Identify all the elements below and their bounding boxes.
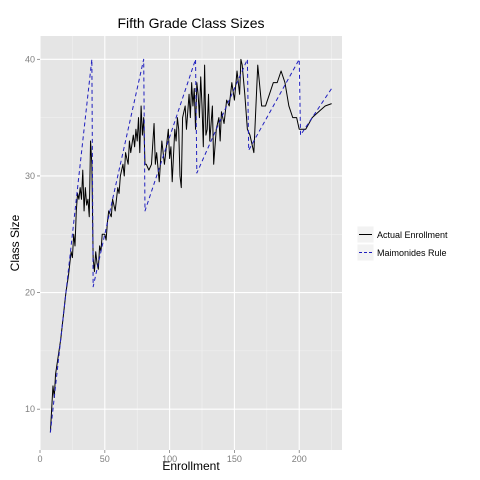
x-tick-label: 0 (37, 454, 42, 464)
y-axis-ticks: 10 20 30 40 (25, 54, 40, 414)
legend-label: Maimonides Rule (377, 248, 447, 258)
legend-label: Actual Enrollment (377, 230, 448, 240)
x-tick-label: 50 (100, 454, 110, 464)
chart-title: Fifth Grade Class Sizes (117, 15, 264, 31)
y-tick-label: 40 (25, 54, 35, 64)
y-tick-label: 30 (25, 171, 35, 181)
x-axis-title: Enrollment (162, 459, 220, 473)
y-axis-title: Class Size (8, 214, 22, 271)
y-tick-label: 20 (25, 288, 35, 298)
x-tick-label: 200 (292, 454, 307, 464)
y-tick-label: 10 (25, 404, 35, 414)
x-tick-label: 150 (227, 454, 242, 464)
legend: Actual Enrollment Maimonides Rule (357, 226, 448, 261)
